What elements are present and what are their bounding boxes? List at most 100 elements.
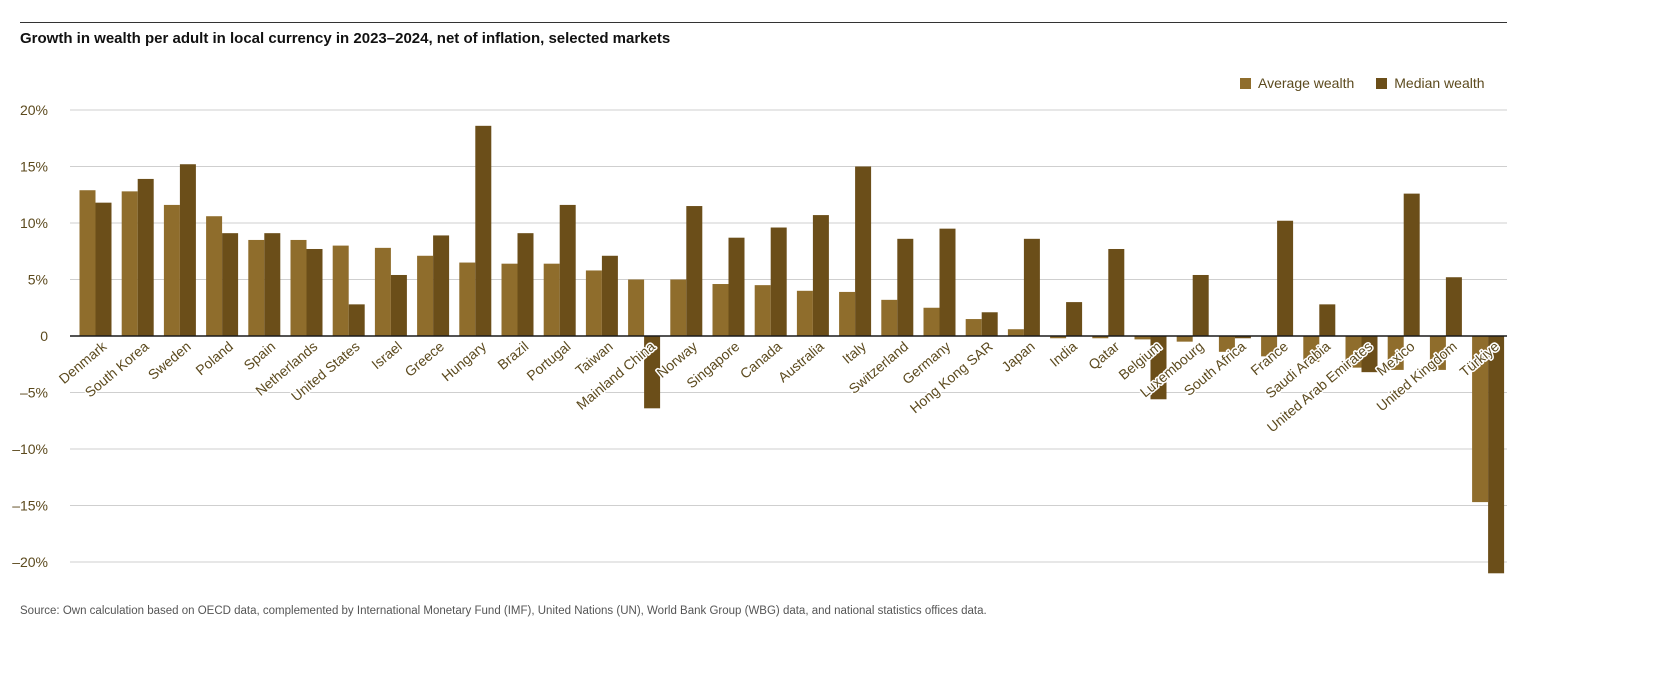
bar-median (1108, 248, 1125, 336)
bar-average (796, 290, 813, 336)
bar-average (374, 247, 391, 336)
bar-median (475, 125, 492, 336)
bar-median (1192, 274, 1209, 336)
bar-average (290, 239, 307, 336)
bar-average (839, 291, 856, 336)
bar-median (95, 202, 112, 336)
x-tick-label: Brazil (494, 338, 531, 373)
y-tick-label: 0 (40, 328, 48, 344)
legend-label-median: Median wealth (1394, 75, 1485, 91)
bar-average (332, 245, 349, 336)
x-tick-label: India (1046, 338, 1080, 370)
bar-median (1361, 336, 1378, 373)
bar-average (417, 255, 434, 336)
x-tick-label: Spain (241, 338, 279, 373)
x-tick-label: Japan (998, 338, 1038, 375)
bar-median (1445, 277, 1462, 336)
bar-median (517, 233, 534, 336)
bar-median (897, 238, 914, 336)
bar-average (1007, 329, 1024, 336)
y-tick-label: 10% (20, 215, 48, 231)
bar-median (390, 274, 407, 336)
bar-median (855, 166, 872, 336)
chart-legend: Average wealth Median wealth (1240, 75, 1485, 91)
bar-average (754, 285, 771, 336)
y-tick-label: 5% (28, 272, 48, 288)
bar-median (770, 227, 787, 336)
bar-median (1319, 304, 1336, 336)
legend-item-median: Median wealth (1376, 75, 1485, 91)
legend-swatch-median (1376, 77, 1388, 89)
x-tick-label: Sweden (145, 338, 194, 383)
bar-median (1403, 193, 1420, 336)
bar-average (881, 299, 898, 336)
bar-average (1176, 336, 1193, 342)
x-tick-label: Portugal (523, 338, 573, 384)
bar-average (1218, 336, 1235, 352)
x-tick-label: Qatar (1085, 338, 1122, 373)
x-tick-label: Poland (192, 338, 236, 378)
bar-average (1092, 336, 1109, 339)
bar-average (79, 190, 96, 336)
bar-average (965, 319, 982, 336)
bar-median (433, 235, 450, 336)
bar-median (601, 255, 618, 336)
bar-average (1261, 336, 1278, 357)
top-rule (20, 22, 1507, 23)
y-tick-label: –20% (12, 554, 48, 570)
bar-median (1234, 336, 1251, 339)
bar-median (981, 312, 998, 336)
bar-median (306, 248, 323, 336)
bar-median (348, 304, 365, 336)
bar-median (137, 178, 154, 336)
bar-average (628, 279, 645, 336)
bar-median (644, 336, 661, 409)
bar-average (1429, 336, 1446, 370)
bar-median (1066, 302, 1083, 336)
bar-average (206, 216, 223, 336)
bar-average (459, 262, 476, 336)
bar-average (1387, 336, 1404, 370)
bar-median (222, 233, 239, 336)
y-tick-label: –15% (12, 498, 48, 514)
y-tick-label: –5% (20, 385, 48, 401)
legend-swatch-average (1240, 77, 1251, 89)
bar-average (501, 263, 518, 336)
bar-median (1488, 336, 1505, 574)
x-tick-label: Hungary (438, 338, 489, 384)
bar-average (1472, 336, 1489, 503)
bar-median (1023, 238, 1040, 336)
bar-average (163, 204, 180, 336)
bar-median (686, 206, 703, 336)
bar-average (121, 191, 138, 336)
x-tick-label: Australia (775, 338, 827, 385)
y-tick-label: 15% (20, 159, 48, 175)
bar-median (1150, 336, 1167, 400)
x-tick-label: Israel (368, 338, 405, 372)
bar-median (812, 215, 829, 336)
bar-average (1050, 336, 1067, 339)
y-tick-label: 20% (20, 102, 48, 118)
bar-average (923, 307, 940, 336)
bar-median (728, 237, 745, 336)
bar-average (712, 284, 729, 336)
bar-average (1303, 336, 1320, 362)
chart-title: Growth in wealth per adult in local curr… (20, 30, 671, 47)
y-tick-label: –10% (12, 441, 48, 457)
bar-average (543, 263, 560, 336)
bar-median (264, 233, 281, 336)
legend-label-average: Average wealth (1258, 75, 1355, 91)
bar-median (559, 204, 576, 336)
source-note: Source: Own calculation based on OECD da… (20, 605, 987, 617)
bar-average (1345, 336, 1362, 368)
bar-average (1134, 336, 1151, 340)
x-tick-label: Italy (839, 338, 869, 367)
legend-item-average: Average wealth (1240, 75, 1354, 91)
bar-average (670, 279, 687, 336)
bar-average (248, 239, 265, 336)
bar-median (179, 164, 196, 336)
bar-median (1277, 220, 1294, 336)
bar-average (585, 270, 602, 336)
bar-median (939, 228, 956, 336)
